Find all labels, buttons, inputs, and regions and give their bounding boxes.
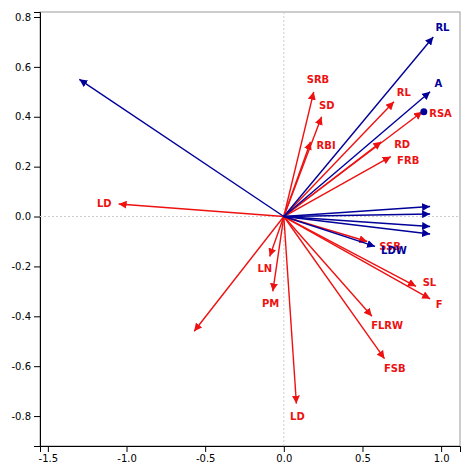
vector-label: LN [257,263,272,274]
vector-arrow [284,142,382,217]
vector-label: FLRW [371,320,403,331]
vector-arrow [284,217,297,404]
vector-label: PM [262,298,279,309]
plot-frame [40,12,460,446]
vector-label: A [435,78,443,89]
labels: SRBSDRBIRLRSARDFRBLDLNPMSSBSLFLRWFSBLDFR… [97,22,452,422]
y-tick: 0.4 [15,111,40,122]
y-tick: 0.0 [15,211,40,222]
zero-line-y [40,216,460,217]
y-axis-line [34,13,41,447]
x-tick: 0.0 [276,446,292,464]
y-tick-mark [34,316,40,317]
x-axis: -1.5 -1.0 -0.5 0.0 0.5 1.0 [39,446,461,464]
x-tick-mark [205,446,206,452]
vector-label: SRB [307,74,330,85]
y-tick-label: -0.6 [11,361,31,372]
point [420,108,427,115]
y-tick-label: 0.0 [15,211,31,222]
vector-label: RL [435,22,450,33]
x-tick: -0.5 [196,446,216,464]
y-tick-mark [34,17,40,18]
vector-arrow [284,37,433,217]
y-axis: -0.8 -0.6 -0.4 -0.2 0.0 0.2 0.4 0.6 0.8 [11,12,40,447]
y-tick-label: 0.8 [15,12,31,23]
vector-label: LD [97,198,112,209]
y-tick: -0.6 [11,361,40,372]
x-tick-label: -1.0 [117,453,137,464]
x-tick: -1.0 [117,446,137,464]
vector-arrow [284,92,430,217]
x-tick-label: 0.5 [355,453,371,464]
vector-arrow [284,217,430,299]
chart: -1.5 -1.0 -0.5 0.0 0.5 1.0 -0.8 -0.6 -0.4 -0.2 0.0… [0,0,474,474]
y-tick: 0.8 [15,12,40,23]
y-tick-label: 0.4 [15,111,31,122]
vector-label: FSB [384,363,406,374]
vector-label: LDW [381,245,407,256]
vector-arrow [284,217,430,234]
y-tick-mark [34,416,40,417]
y-tick-mark [34,217,40,218]
vector-label: FRB [397,155,419,166]
vector-label: RBI [317,140,336,151]
y-tick-mark [34,167,40,168]
x-tick-mark [127,446,128,452]
plot-area [40,12,460,446]
vector-label: RSA [429,108,452,119]
x-tick-mark [362,446,363,452]
vector-arrow [284,217,375,247]
y-tick-mark [34,117,40,118]
vector-arrow [270,217,284,257]
y-tick: 0.6 [15,62,40,73]
x-tick-mark [284,446,285,452]
vector-arrow [194,217,284,332]
y-tick: -0.2 [11,261,40,272]
vector-label: F [436,299,443,310]
x-tick-label: 1.0 [434,453,450,464]
vector-arrow [79,79,283,216]
y-tick-label: 0.2 [15,161,31,172]
x-tick-label: -1.5 [39,453,59,464]
vector-arrow [284,102,394,217]
y-tick: -0.4 [11,311,40,322]
vector-arrow [119,204,284,216]
vector-arrow [284,112,422,217]
vector-arrow [284,207,430,217]
x-tick-mark [441,446,442,452]
x-tick: 1.0 [434,446,450,464]
y-tick-label: -0.8 [11,411,31,422]
vector-arrow [284,157,391,217]
x-tick-label: 0.0 [276,453,292,464]
vector-label: SD [319,100,335,111]
vector-label: LD [290,411,305,422]
y-tick-mark [34,67,40,68]
y-tick-mark [34,366,40,367]
y-tick-label: 0.6 [15,62,31,73]
y-tick: 0.2 [15,161,40,172]
vector-label: RL [397,87,412,98]
y-tick-label: -0.2 [11,261,31,272]
x-tick: -1.5 [39,446,59,464]
y-tick-label: -0.4 [11,311,31,322]
x-tick-label: -0.5 [196,453,216,464]
y-tick: -0.8 [11,411,40,422]
x-tick: 0.5 [355,446,371,464]
vector-label: SL [423,277,437,288]
x-tick-mark [48,446,49,452]
y-tick-mark [34,266,40,267]
vector-label: RD [394,139,410,150]
vector-arrow [284,217,385,359]
x-axis-line [41,447,461,453]
